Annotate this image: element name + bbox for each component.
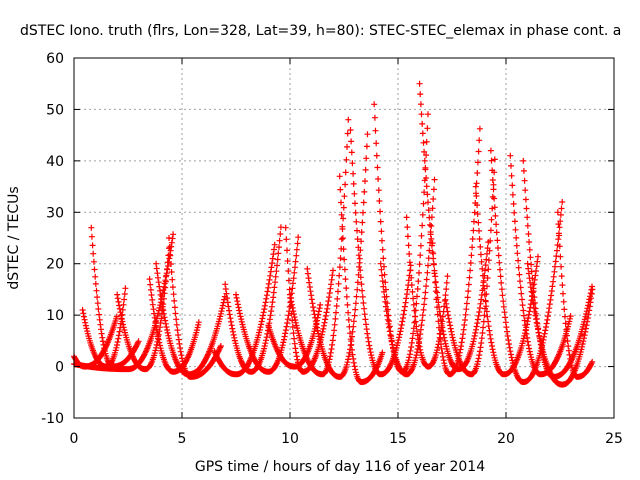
x-tick-label: 10 (281, 431, 299, 447)
data-series-arc (304, 131, 371, 380)
x-tick-label: 25 (605, 431, 623, 447)
data-series-arc (416, 80, 492, 373)
y-tick-label: 0 (55, 360, 64, 376)
y-tick-label: 30 (46, 205, 64, 221)
x-tick-labels: 0 5 10 15 20 25 (70, 431, 623, 447)
y-tick-label: 20 (46, 257, 64, 273)
data-series-arc (524, 260, 596, 388)
data-series-arc (265, 301, 324, 370)
data-series-arc (429, 125, 483, 378)
x-axis-title: GPS time / hours of day 116 of year 2014 (195, 459, 485, 475)
axis-ticks (73, 57, 615, 419)
y-tick-label: 40 (46, 154, 64, 170)
x-tick-label: 20 (497, 431, 515, 447)
chart-title: dSTEC Iono. truth (flrs, Lon=328, Lat=39… (20, 23, 621, 39)
data-series-arc (336, 173, 386, 385)
data-series-arc (487, 147, 566, 385)
y-tick-label: 10 (46, 308, 64, 324)
x-tick-label: 5 (178, 431, 187, 447)
data-series-arc (233, 234, 302, 375)
y-tick-label: 60 (46, 51, 64, 67)
x-tick-label: 0 (70, 431, 79, 447)
data-series-arc (377, 176, 438, 378)
y-tick-labels: -10 0 10 20 30 40 50 60 (41, 51, 64, 427)
y-axis-title: dSTEC / TECUs (6, 186, 22, 289)
x-tick-label: 15 (389, 431, 407, 447)
data-series-arc (146, 276, 202, 375)
data-points (71, 80, 596, 388)
data-series-arc (442, 156, 498, 378)
y-tick-label: 50 (46, 102, 64, 118)
y-tick-label: -10 (41, 411, 64, 427)
data-series-arc (347, 127, 414, 378)
data-series-arc (211, 241, 278, 378)
data-series-arc (507, 152, 574, 378)
plot-frame (73, 57, 615, 419)
